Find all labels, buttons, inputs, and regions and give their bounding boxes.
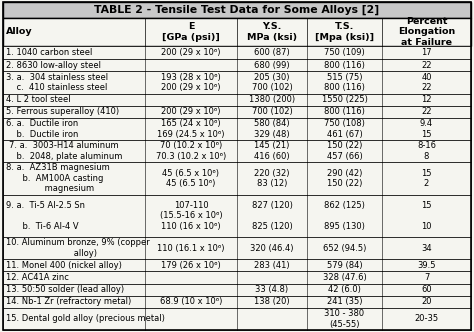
Bar (3, 284, 471, 295)
Text: 652 (94.5): 652 (94.5) (323, 244, 366, 253)
Text: 40
22: 40 22 (421, 73, 432, 92)
Text: 7: 7 (424, 273, 429, 282)
Text: 200 (29 x 10⁶): 200 (29 x 10⁶) (161, 48, 221, 57)
Text: 11. Monel 400 (nickel alloy): 11. Monel 400 (nickel alloy) (6, 261, 122, 270)
Text: 800 (116): 800 (116) (324, 61, 365, 70)
Bar (3, 118, 471, 140)
Text: 680 (99): 680 (99) (254, 61, 290, 70)
Text: 22: 22 (421, 61, 432, 70)
Text: 107-110
(15.5-16 x 10⁶)
110 (16 x 10⁶): 107-110 (15.5-16 x 10⁶) 110 (16 x 10⁶) (160, 201, 222, 231)
Text: 200 (29 x 10⁶): 200 (29 x 10⁶) (161, 107, 221, 116)
Text: 60: 60 (421, 285, 432, 294)
Text: 15
2: 15 2 (421, 169, 432, 188)
Text: E
[GPa (psi)]: E [GPa (psi)] (162, 22, 220, 42)
Text: 9.4
15: 9.4 15 (420, 119, 433, 138)
Text: 42 (6.0): 42 (6.0) (328, 285, 361, 294)
Text: 600 (87): 600 (87) (254, 48, 290, 57)
Text: 580 (84)
329 (48): 580 (84) 329 (48) (254, 119, 290, 138)
Bar (3, 259, 471, 271)
Text: 12: 12 (421, 95, 432, 104)
Bar (3, 59, 471, 71)
Text: 827 (120)

825 (120): 827 (120) 825 (120) (252, 201, 292, 231)
Text: 205 (30)
700 (102): 205 (30) 700 (102) (252, 73, 292, 92)
Text: 328 (47.6): 328 (47.6) (323, 273, 366, 282)
Text: TABLE 2 - Tensile Test Data for Some Alloys [2]: TABLE 2 - Tensile Test Data for Some All… (94, 5, 380, 15)
Text: 34: 34 (421, 244, 432, 253)
Text: 220 (32)
83 (12): 220 (32) 83 (12) (254, 169, 290, 188)
Text: 6. a.  Ductile iron
    b.  Ductile iron: 6. a. Ductile iron b. Ductile iron (6, 119, 78, 138)
Text: 9. a.  Ti-5 Al-2.5 Sn

    b.  Ti-6 Al-4 V: 9. a. Ti-5 Al-2.5 Sn b. Ti-6 Al-4 V (6, 201, 85, 231)
Bar (3, 237, 471, 259)
Text: 68.9 (10 x 10⁶): 68.9 (10 x 10⁶) (160, 297, 222, 306)
Text: Percent
Elongation
at Failure: Percent Elongation at Failure (398, 17, 455, 47)
Text: 22: 22 (421, 107, 432, 116)
Bar (3, 195, 471, 237)
Bar (3, 71, 471, 94)
Bar (3, 308, 471, 330)
Bar (3, 271, 471, 284)
Text: 110 (16.1 x 10⁶): 110 (16.1 x 10⁶) (157, 244, 225, 253)
Text: 310 - 380
(45-55): 310 - 380 (45-55) (324, 309, 365, 329)
Text: 1550 (225): 1550 (225) (321, 95, 367, 104)
Text: 862 (125)

895 (130): 862 (125) 895 (130) (324, 201, 365, 231)
Text: 515 (75)
800 (116): 515 (75) 800 (116) (324, 73, 365, 92)
Text: T.S.
[Mpa (ksi)]: T.S. [Mpa (ksi)] (315, 22, 374, 42)
Text: 700 (102): 700 (102) (252, 107, 292, 116)
Text: 241 (35): 241 (35) (327, 297, 362, 306)
Bar (3, 295, 471, 308)
Text: 8. a.  AZ31B magnesium
    b.  AM100A casting
         magnesium: 8. a. AZ31B magnesium b. AM100A casting … (6, 163, 110, 193)
Text: 750 (109): 750 (109) (324, 48, 365, 57)
Text: 1. 1040 carbon steel: 1. 1040 carbon steel (6, 48, 92, 57)
Text: 15

10: 15 10 (421, 201, 432, 231)
Bar (3, 106, 471, 118)
Text: 13. 50:50 solder (lead alloy): 13. 50:50 solder (lead alloy) (6, 285, 124, 294)
Text: 179 (26 x 10⁶): 179 (26 x 10⁶) (161, 261, 221, 270)
Text: 12. AC41A zinc: 12. AC41A zinc (6, 273, 69, 282)
Text: 1380 (200): 1380 (200) (249, 95, 295, 104)
Text: 17: 17 (421, 48, 432, 57)
Text: Alloy: Alloy (6, 28, 33, 37)
Text: 145 (21)
416 (60): 145 (21) 416 (60) (254, 141, 290, 161)
Bar (3, 18, 471, 46)
Text: 290 (42)
150 (22): 290 (42) 150 (22) (327, 169, 362, 188)
Bar (3, 46, 471, 59)
Text: 750 (108)
461 (67): 750 (108) 461 (67) (324, 119, 365, 138)
Text: 20: 20 (421, 297, 432, 306)
Text: 10. Aluminum bronze, 9% (copper
      alloy): 10. Aluminum bronze, 9% (copper alloy) (6, 238, 150, 258)
Text: 320 (46.4): 320 (46.4) (250, 244, 294, 253)
Text: 33 (4.8): 33 (4.8) (255, 285, 289, 294)
Text: Y.S.
MPa (ksi): Y.S. MPa (ksi) (247, 22, 297, 42)
Text: 8-16
8: 8-16 8 (417, 141, 436, 161)
Text: 5. Ferrous superalloy (410): 5. Ferrous superalloy (410) (6, 107, 119, 116)
Bar (3, 140, 471, 162)
Text: 150 (22)
457 (66): 150 (22) 457 (66) (327, 141, 363, 161)
Bar (3, 94, 471, 106)
Bar (3, 162, 471, 195)
Text: 2. 8630 low-alloy steel: 2. 8630 low-alloy steel (6, 61, 101, 70)
Text: 579 (84): 579 (84) (327, 261, 362, 270)
Bar (3, 2, 471, 18)
Text: 14. Nb-1 Zr (refractory metal): 14. Nb-1 Zr (refractory metal) (6, 297, 131, 306)
Text: 138 (20): 138 (20) (254, 297, 290, 306)
Text: 7. a.  3003-H14 aluminum
    b.  2048, plate aluminum: 7. a. 3003-H14 aluminum b. 2048, plate a… (6, 141, 122, 161)
Text: 193 (28 x 10⁶)
200 (29 x 10⁶): 193 (28 x 10⁶) 200 (29 x 10⁶) (161, 73, 221, 92)
Text: 800 (116): 800 (116) (324, 107, 365, 116)
Text: 20-35: 20-35 (414, 314, 438, 323)
Text: 283 (41): 283 (41) (254, 261, 290, 270)
Text: 3. a.  304 stainless steel
    c.  410 stainless steel: 3. a. 304 stainless steel c. 410 stainle… (6, 73, 108, 92)
Text: 39.5: 39.5 (417, 261, 436, 270)
Text: 70 (10.2 x 10⁶)
70.3 (10.2 x 10⁶): 70 (10.2 x 10⁶) 70.3 (10.2 x 10⁶) (156, 141, 226, 161)
Text: 45 (6.5 x 10⁶)
45 (6.5 10⁶): 45 (6.5 x 10⁶) 45 (6.5 10⁶) (163, 169, 219, 188)
Text: 15. Dental gold alloy (precious metal): 15. Dental gold alloy (precious metal) (6, 314, 165, 323)
Text: 165 (24 x 10⁶)
169 (24.5 x 10⁶): 165 (24 x 10⁶) 169 (24.5 x 10⁶) (157, 119, 225, 138)
Text: 4. L 2 tool steel: 4. L 2 tool steel (6, 95, 71, 104)
